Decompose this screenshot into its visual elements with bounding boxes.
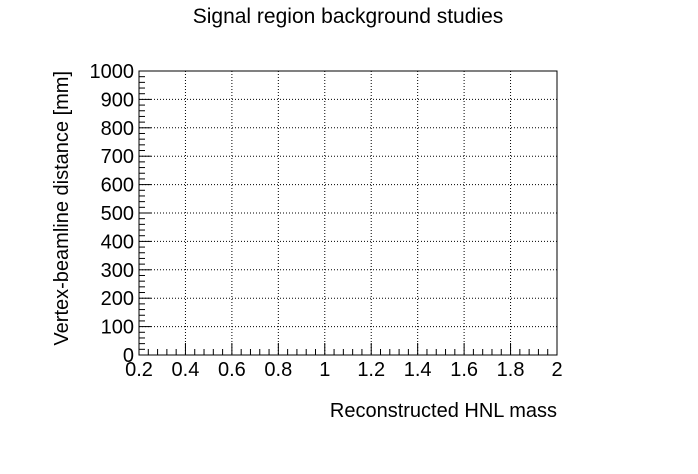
y-tick-label: 1000	[90, 61, 135, 83]
grid	[139, 71, 557, 355]
y-tick-label: 100	[101, 317, 134, 339]
x-tick-label: 1.8	[497, 359, 525, 381]
x-tick-label: 1.2	[357, 359, 385, 381]
y-tick-label: 200	[101, 288, 134, 310]
y-tick-label: 600	[101, 175, 134, 197]
x-tick-label: 1	[319, 359, 330, 381]
x-tick-label: 0.2	[125, 359, 153, 381]
plot-frame	[138, 70, 558, 356]
x-axis-label: Reconstructed HNL mass	[330, 400, 557, 422]
y-axis-label: Vertex-beamline distance [mm]	[51, 71, 73, 346]
y-tick-label: 0	[123, 345, 134, 367]
tick-labels: 0.2 0.4 0.6 0.8 1 1.2 1.4 1.6 1.8 2 0 100 200 300 400 5…	[90, 61, 563, 381]
x-tick-label: 0.8	[264, 359, 292, 381]
x-tick-label: 0.4	[172, 359, 200, 381]
x-tick-label: 2	[551, 359, 562, 381]
y-tick-label: 700	[101, 146, 134, 168]
y-tick-label: 400	[101, 231, 134, 253]
y-tick-label: 300	[101, 260, 134, 282]
y-tick-label: 500	[101, 203, 134, 225]
chart-title: Signal region background studies	[193, 5, 504, 28]
x-tick-label: 1.6	[450, 359, 478, 381]
y-tick-label: 900	[101, 89, 134, 111]
y-tick-label: 800	[101, 118, 134, 140]
axis-ticks	[138, 70, 558, 356]
x-tick-label: 1.4	[404, 359, 432, 381]
x-tick-label: 0.6	[218, 359, 246, 381]
